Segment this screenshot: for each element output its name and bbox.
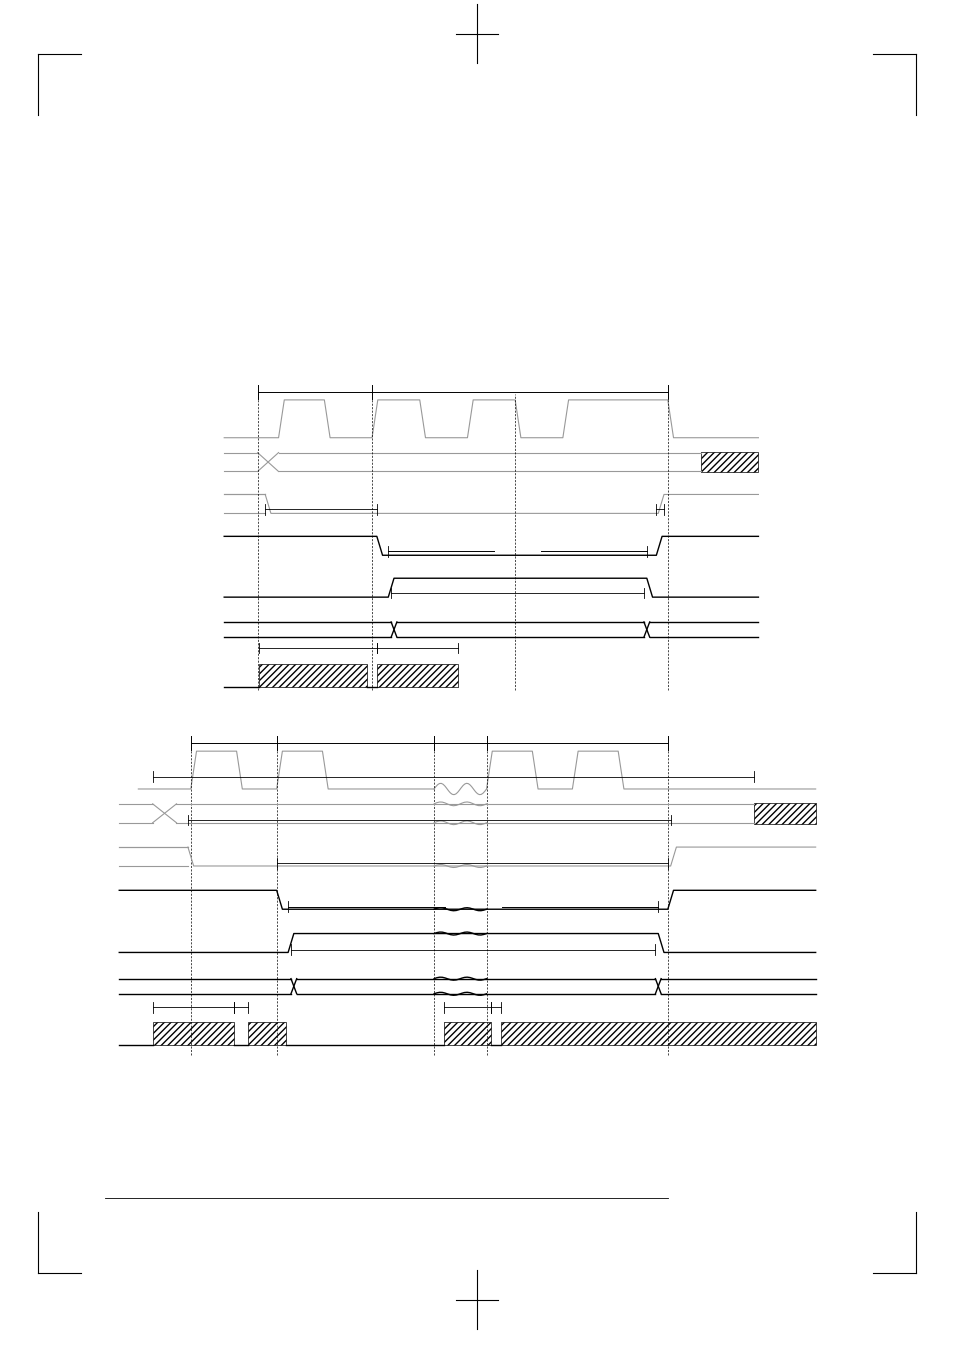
Bar [500,1023,815,1044]
Bar [753,802,815,824]
Bar [443,1023,491,1044]
Bar [259,665,367,686]
Bar [700,451,758,473]
Bar [248,1023,286,1044]
Bar [376,665,457,686]
Bar [152,1023,233,1044]
